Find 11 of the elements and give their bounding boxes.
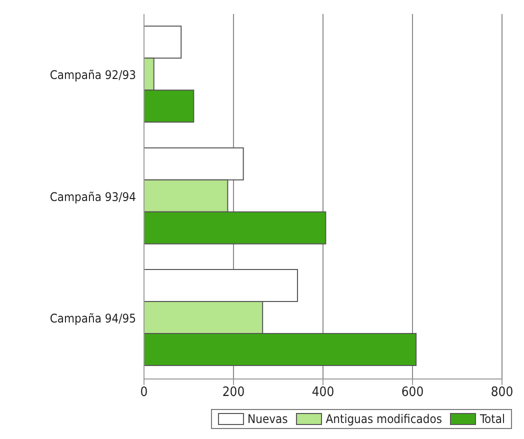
legend-label: Total: [480, 412, 505, 426]
x-tick-label: 400: [312, 385, 334, 400]
x-tick-label: 200: [222, 385, 245, 400]
x-tick-label: 800: [490, 385, 514, 400]
x-tick-label: 600: [401, 385, 424, 400]
y-tick-label: Campaña 93/94: [50, 190, 136, 204]
legend-label: Nuevas: [248, 412, 288, 426]
y-tick-label: Campaña 92/93: [50, 68, 136, 82]
y-tick-label: Campaña 94/95: [50, 311, 136, 326]
x-tick-label: 0: [140, 385, 148, 400]
legend-label: Antiguas modificados: [326, 412, 442, 426]
